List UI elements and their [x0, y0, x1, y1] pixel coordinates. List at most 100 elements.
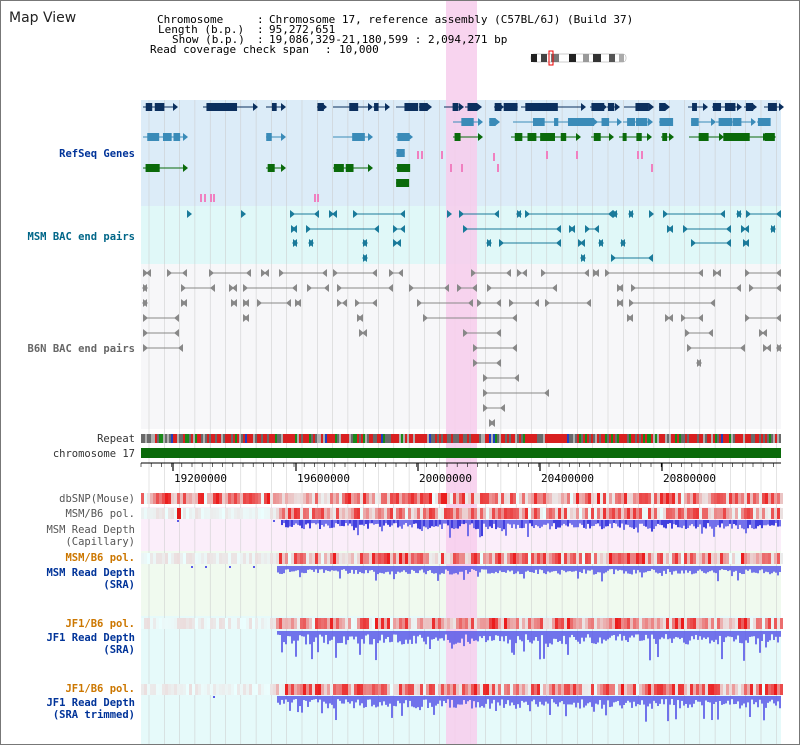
- polymorphism-cell: [519, 553, 522, 564]
- bac-end-marker: [663, 210, 668, 218]
- polymorphism-cell: [159, 493, 162, 504]
- track-label-repeat[interactable]: Repeat: [97, 433, 135, 445]
- read-depth-bar: [613, 696, 615, 703]
- read-depth-bar: [315, 566, 317, 570]
- track-label-msm-b6-pol-1[interactable]: MSM/B6 pol.: [65, 508, 135, 520]
- track-label-jf1-depth-sra[interactable]: JF1 Read Depth (SRA): [46, 632, 135, 656]
- polymorphism-cell: [495, 684, 498, 695]
- read-depth-bar: [405, 696, 407, 701]
- polymorphism-cell: [570, 508, 573, 519]
- gene-exon: [374, 103, 379, 111]
- track-label-b6n-bac[interactable]: B6N BAC end pairs: [27, 343, 135, 355]
- bac-end-marker: [182, 269, 187, 277]
- polymorphism-cell: [387, 684, 390, 695]
- gene-exon: [397, 133, 410, 141]
- repeat-feature: [727, 434, 729, 443]
- polymorphism-cell: [753, 618, 756, 629]
- polymorphism-cell: [444, 493, 447, 504]
- polymorphism-cell: [384, 618, 387, 629]
- polymorphism-cell: [222, 684, 225, 695]
- polymorphism-cell: [390, 508, 393, 519]
- polymorphism-cell: [681, 684, 684, 695]
- polymorphism-cell: [540, 618, 543, 629]
- polymorphism-cell: [681, 508, 684, 519]
- track-label-jf1-depth-trimmed[interactable]: JF1 Read Depth (SRA trimmed): [46, 697, 135, 721]
- repeat-feature: [673, 434, 675, 443]
- polymorphism-cell: [378, 618, 381, 629]
- polymorphism-cell: [558, 508, 561, 519]
- polymorphism-cell: [591, 618, 594, 629]
- polymorphism-cell: [558, 493, 561, 504]
- track-label-msm-bac[interactable]: MSM BAC end pairs: [27, 231, 135, 243]
- track-label-msm-depth-sra[interactable]: MSM Read Depth (SRA): [46, 567, 135, 591]
- repeat-feature: [305, 434, 307, 443]
- read-depth-bar: [751, 566, 753, 573]
- polymorphism-cell: [444, 508, 447, 519]
- polymorphism-cell: [642, 508, 645, 519]
- read-depth-bar: [381, 696, 383, 706]
- bac-end-marker: [744, 239, 749, 247]
- polymorphism-cell: [354, 508, 357, 519]
- read-depth-bar: [727, 631, 729, 637]
- polymorphism-cell: [375, 493, 378, 504]
- read-depth-bar: [363, 566, 365, 574]
- polymorphism-cell: [615, 553, 618, 564]
- polymorphism-cell: [576, 618, 579, 629]
- gene-strand-arrow: [615, 103, 620, 111]
- polymorphism-cell: [567, 553, 570, 564]
- read-depth-bar: [569, 520, 571, 524]
- polymorphism-cell: [690, 493, 693, 504]
- polymorphism-cell: [585, 684, 588, 695]
- polymorphism-cell: [300, 684, 303, 695]
- read-depth-bar: [507, 520, 509, 524]
- polymorphism-cell: [426, 508, 429, 519]
- track-label-chromosome[interactable]: chromosome 17: [52, 448, 135, 460]
- track-label-msm-depth-capillary[interactable]: MSM Read Depth (Capillary): [46, 524, 135, 548]
- read-depth-bar: [321, 566, 323, 570]
- read-depth-bar: [741, 696, 743, 706]
- gene-exon: [692, 103, 697, 111]
- polymorphism-cell: [771, 493, 774, 504]
- bac-end-marker: [463, 329, 468, 337]
- polymorphism-cell: [321, 508, 324, 519]
- read-depth-bar: [743, 566, 745, 574]
- read-depth-bar: [371, 520, 373, 524]
- track-label-jf1-b6-pol-2[interactable]: JF1/B6 pol.: [65, 683, 135, 695]
- read-depth-bar: [481, 520, 483, 537]
- polymorphism-cell: [576, 553, 579, 564]
- track-label-dbsnp[interactable]: dbSNP(Mouse): [59, 493, 135, 505]
- read-depth-bar: [383, 566, 385, 574]
- gene-marker: [314, 194, 316, 202]
- polymorphism-cell: [426, 493, 429, 504]
- polymorphism-cell: [222, 553, 225, 564]
- read-depth-bar: [721, 631, 723, 660]
- bac-end-marker: [143, 269, 148, 277]
- read-depth-bar: [557, 631, 559, 642]
- polymorphism-cell: [438, 553, 441, 564]
- polymorphism-cell: [387, 553, 390, 564]
- polymorphism-cell: [318, 553, 321, 564]
- read-depth-bar: [575, 520, 577, 528]
- polymorphism-cell: [444, 553, 447, 564]
- polymorphism-cell: [507, 493, 510, 504]
- polymorphism-cell: [372, 618, 375, 629]
- read-depth-bar: [311, 696, 313, 700]
- repeat-feature: [307, 434, 309, 443]
- bac-end-marker: [472, 284, 477, 292]
- read-depth-bar: [399, 696, 401, 704]
- polymorphism-cell: [219, 508, 222, 519]
- polymorphism-cell: [717, 508, 720, 519]
- track-label-refseq[interactable]: RefSeq Genes: [59, 148, 135, 160]
- read-depth-bar: [327, 631, 329, 645]
- track-label-msm-b6-pol-2[interactable]: MSM/B6 pol.: [65, 552, 135, 564]
- polymorphism-cell: [720, 618, 723, 629]
- track-label-jf1-b6-pol-1[interactable]: JF1/B6 pol.: [65, 618, 135, 630]
- repeat-feature: [651, 434, 653, 443]
- repeat-feature: [717, 434, 719, 443]
- polymorphism-cell: [477, 493, 480, 504]
- bac-end-marker: [512, 344, 517, 352]
- read-depth-bar: [329, 520, 331, 529]
- read-depth-bar: [325, 520, 327, 524]
- polymorphism-cell: [492, 493, 495, 504]
